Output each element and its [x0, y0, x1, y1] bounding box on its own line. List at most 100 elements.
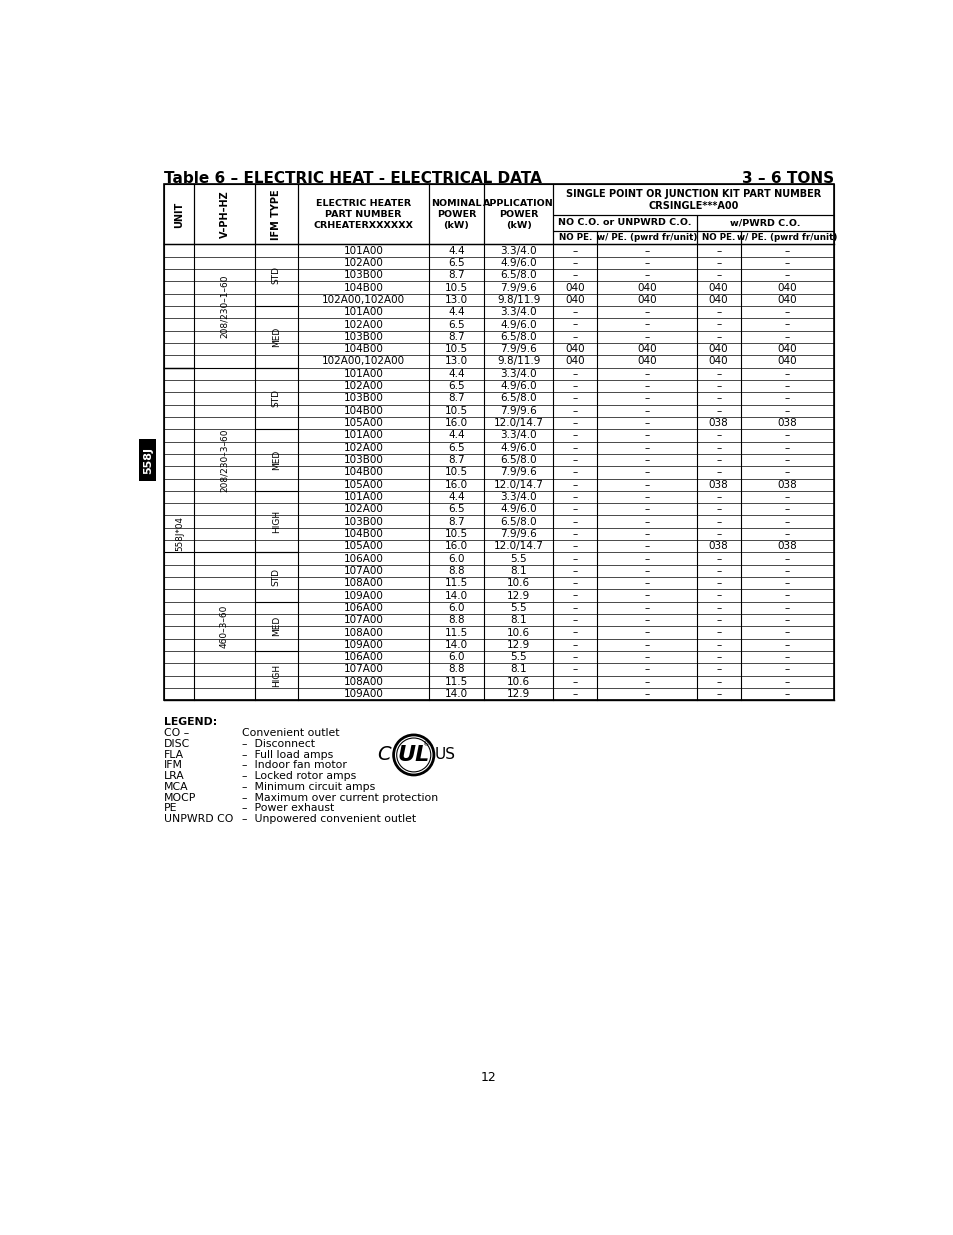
Text: –: – [783, 467, 789, 478]
Text: –: – [783, 652, 789, 662]
Text: 101A00: 101A00 [343, 492, 383, 501]
Text: SINGLE POINT OR JUNCTION KIT PART NUMBER
CRSINGLE***A00: SINGLE POINT OR JUNCTION KIT PART NUMBER… [565, 189, 821, 211]
Text: –: – [716, 553, 720, 563]
Text: –: – [643, 516, 649, 526]
Text: UNPWRD CO: UNPWRD CO [164, 814, 233, 824]
Text: 104B00: 104B00 [343, 283, 383, 293]
Text: 102A00: 102A00 [343, 320, 383, 330]
Text: –: – [716, 516, 720, 526]
Text: –: – [572, 541, 578, 551]
Text: 103B00: 103B00 [343, 516, 383, 526]
Text: –: – [716, 308, 720, 317]
Text: –: – [783, 516, 789, 526]
Text: 7.9/9.6: 7.9/9.6 [500, 529, 537, 538]
Text: –: – [716, 504, 720, 514]
Text: –: – [572, 454, 578, 466]
Text: Table 6 – ELECTRIC HEAT - ELECTRICAL DATA: Table 6 – ELECTRIC HEAT - ELECTRICAL DAT… [164, 172, 541, 186]
Text: 109A00: 109A00 [343, 640, 383, 650]
Text: –: – [572, 603, 578, 613]
Text: 6.5: 6.5 [448, 442, 464, 453]
Text: –: – [643, 332, 649, 342]
Text: –: – [783, 454, 789, 466]
Text: –: – [783, 406, 789, 416]
Text: STD: STD [272, 568, 280, 587]
Text: 101A00: 101A00 [343, 246, 383, 256]
Text: 106A00: 106A00 [343, 603, 383, 613]
Text: NO C.O. or UNPWRD C.O.: NO C.O. or UNPWRD C.O. [558, 219, 691, 227]
Text: 16.0: 16.0 [444, 479, 468, 490]
Text: 102A00,102A00: 102A00,102A00 [321, 357, 404, 367]
Text: –: – [643, 382, 649, 391]
Text: 5.5: 5.5 [510, 553, 526, 563]
Text: NO PE.: NO PE. [701, 233, 735, 242]
Text: –: – [783, 442, 789, 453]
Text: –: – [643, 590, 649, 600]
Text: 6.5: 6.5 [448, 258, 464, 268]
Text: 12.0/14.7: 12.0/14.7 [494, 479, 543, 490]
Text: –: – [572, 664, 578, 674]
Text: 8.1: 8.1 [510, 566, 526, 576]
Text: UNIT: UNIT [174, 201, 184, 227]
Bar [428, 184, 484, 245]
Text: 040: 040 [777, 357, 797, 367]
Text: 8.8: 8.8 [448, 664, 464, 674]
Text: 9.8/11.9: 9.8/11.9 [497, 295, 539, 305]
Text: –: – [572, 431, 578, 441]
Text: –: – [716, 590, 720, 600]
Text: 558J*04: 558J*04 [174, 516, 184, 552]
Text: –: – [783, 332, 789, 342]
Text: 104B00: 104B00 [343, 345, 383, 354]
Text: 102A00: 102A00 [343, 382, 383, 391]
Text: 8.7: 8.7 [448, 270, 464, 280]
Text: 040: 040 [777, 295, 797, 305]
Text: 11.5: 11.5 [444, 677, 468, 687]
Text: –: – [783, 320, 789, 330]
Text: 102A00: 102A00 [343, 258, 383, 268]
Bar [297, 184, 428, 245]
Text: 040: 040 [777, 283, 797, 293]
Text: –: – [643, 652, 649, 662]
Text: 040: 040 [708, 357, 728, 367]
Text: –: – [783, 677, 789, 687]
Text: 103B00: 103B00 [343, 270, 383, 280]
Text: –: – [572, 479, 578, 490]
Text: US: US [434, 747, 455, 762]
Text: 6.0: 6.0 [448, 652, 464, 662]
Text: 9.8/11.9: 9.8/11.9 [497, 357, 539, 367]
Bar [553, 231, 597, 245]
Text: 460–3–60: 460–3–60 [220, 605, 229, 648]
Text: –: – [572, 640, 578, 650]
Text: –: – [572, 553, 578, 563]
Text: –: – [783, 394, 789, 404]
Text: 7.9/9.6: 7.9/9.6 [500, 345, 537, 354]
Text: 3.3/4.0: 3.3/4.0 [500, 492, 537, 501]
Text: –: – [643, 640, 649, 650]
Text: 208/230–3–60: 208/230–3–60 [220, 429, 229, 492]
Bar [139, 438, 156, 482]
Text: 109A00: 109A00 [343, 689, 383, 699]
Text: 10.5: 10.5 [444, 283, 468, 293]
Text: 3.3/4.0: 3.3/4.0 [500, 246, 537, 256]
Text: 038: 038 [777, 479, 797, 490]
Text: Convenient outlet: Convenient outlet [241, 727, 339, 739]
Text: –: – [783, 504, 789, 514]
Text: w/ PE. (pwrd fr/unit): w/ PE. (pwrd fr/unit) [597, 233, 697, 242]
Text: 040: 040 [708, 345, 728, 354]
Text: 8.1: 8.1 [510, 664, 526, 674]
Text: LRA: LRA [164, 771, 185, 781]
Text: 11.5: 11.5 [444, 627, 468, 637]
Text: –: – [783, 664, 789, 674]
Text: 8.7: 8.7 [448, 394, 464, 404]
Text: 6.5/8.0: 6.5/8.0 [500, 454, 537, 466]
Text: –: – [572, 467, 578, 478]
Text: –  Maximum over current protection: – Maximum over current protection [241, 793, 437, 803]
Text: HIGH: HIGH [272, 664, 280, 687]
Text: 038: 038 [708, 419, 728, 429]
Text: –: – [643, 320, 649, 330]
Text: –: – [572, 369, 578, 379]
Bar [164, 184, 833, 700]
Text: 108A00: 108A00 [343, 677, 383, 687]
Text: 038: 038 [777, 419, 797, 429]
Text: –: – [572, 320, 578, 330]
Text: PE: PE [164, 804, 177, 814]
